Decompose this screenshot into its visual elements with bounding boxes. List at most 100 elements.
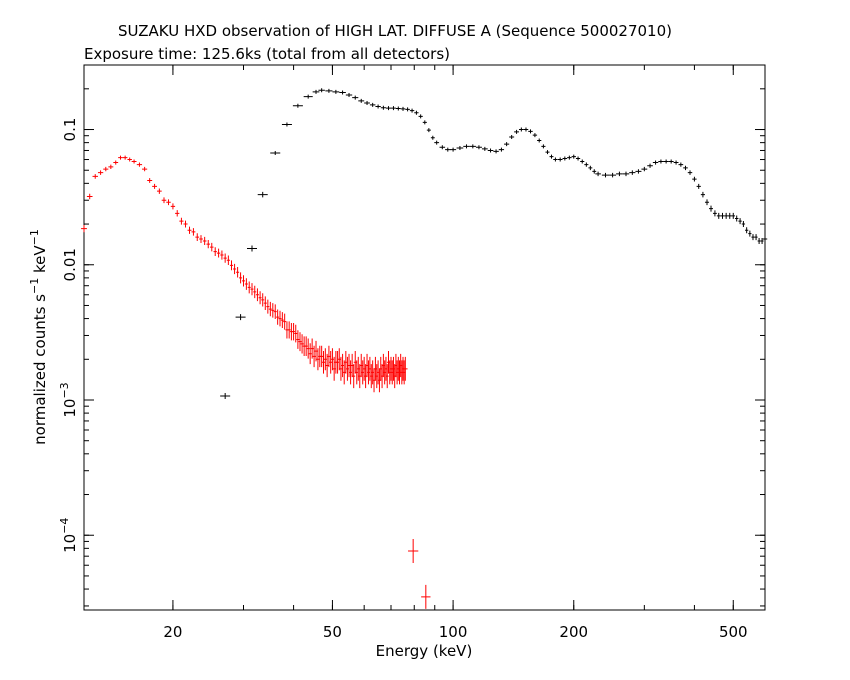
data-point — [575, 156, 581, 161]
data-point — [616, 171, 623, 177]
series-1 — [220, 88, 768, 400]
data-point — [673, 160, 679, 165]
y-tick-label: 10−3 — [58, 382, 79, 417]
data-point — [195, 233, 200, 242]
data-point — [339, 90, 346, 95]
data-point — [298, 332, 302, 352]
data-point — [687, 170, 693, 175]
data-point — [292, 103, 303, 108]
data-point — [266, 299, 270, 314]
data-point — [131, 159, 137, 164]
data-point — [325, 88, 333, 93]
data-point — [760, 237, 764, 244]
data-point — [537, 138, 542, 143]
y-axis-label: normalized counts s−1 keV−1 — [28, 229, 49, 445]
data-point — [481, 146, 488, 151]
data-point — [353, 351, 357, 374]
data-point — [588, 165, 593, 171]
data-point — [498, 147, 505, 152]
data-point — [509, 135, 515, 140]
data-point — [320, 345, 324, 368]
data-point — [253, 285, 257, 299]
data-point — [341, 353, 345, 378]
y-tick-label: 0.01 — [61, 248, 79, 281]
x-tick-label: 20 — [163, 623, 182, 641]
data-point — [641, 166, 648, 172]
data-point — [332, 356, 336, 381]
plot-frame — [83, 64, 766, 611]
data-point — [595, 171, 601, 177]
data-point — [316, 348, 320, 371]
data-point — [247, 281, 251, 294]
data-point — [635, 169, 642, 174]
data-point — [609, 172, 617, 178]
data-point — [745, 227, 749, 234]
data-point — [523, 127, 529, 132]
data-point — [364, 101, 370, 106]
data-point — [528, 129, 533, 134]
data-point — [81, 225, 87, 233]
data-point — [247, 245, 257, 252]
data-point — [735, 215, 739, 222]
data-point — [751, 234, 755, 241]
data-point — [166, 199, 171, 206]
y-tick-label-base: 0.1 — [61, 118, 79, 142]
data-point — [704, 199, 710, 206]
data-point — [434, 140, 440, 145]
data-point — [261, 293, 265, 307]
data-point — [414, 110, 419, 115]
data-point — [303, 94, 313, 99]
data-point — [345, 356, 349, 381]
data-point — [622, 171, 630, 177]
chart-subtitle: Exposure time: 125.6ks (total from all d… — [84, 45, 451, 63]
data-point — [226, 255, 230, 265]
data-point — [493, 149, 499, 154]
data-point — [136, 162, 143, 167]
data-point — [191, 228, 196, 236]
data-point — [202, 236, 207, 245]
x-tick-label: 200 — [559, 623, 588, 641]
data-point — [161, 197, 167, 204]
data-point — [229, 260, 234, 271]
data-point — [300, 334, 304, 354]
data-point — [385, 364, 389, 389]
data-point — [567, 155, 572, 160]
data-point — [142, 166, 148, 172]
data-point — [430, 135, 435, 140]
y-tick-label-base: 0.01 — [61, 248, 79, 281]
data-point — [475, 145, 482, 150]
data-point — [327, 345, 331, 368]
data-point — [347, 353, 351, 378]
data-point — [322, 351, 326, 374]
chart-title: SUZAKU HXD observation of HIGH LAT. DIFF… — [118, 22, 672, 40]
data-point — [213, 247, 217, 257]
data-point — [250, 283, 254, 296]
data-point — [352, 95, 359, 100]
data-point — [268, 301, 272, 317]
x-tick-label: 50 — [323, 623, 342, 641]
data-point — [518, 127, 524, 132]
data-point — [748, 230, 752, 237]
data-point — [445, 147, 451, 152]
data-point — [487, 148, 494, 153]
data-point — [580, 159, 585, 164]
data-point — [283, 313, 287, 330]
data-point — [281, 122, 292, 127]
data-point — [422, 120, 427, 125]
y-axis-label-sup2: −1 — [28, 229, 41, 245]
data-point — [350, 353, 354, 378]
data-point — [108, 164, 114, 169]
data-point — [278, 310, 282, 327]
data-point — [113, 160, 119, 165]
data-point — [724, 212, 728, 219]
data-point — [349, 360, 353, 385]
data-point — [549, 154, 554, 159]
data-point — [762, 236, 768, 243]
data-point — [584, 162, 589, 167]
data-point — [257, 191, 268, 198]
x-axis-label: Energy (keV) — [376, 642, 473, 660]
x-tick-label: 100 — [439, 623, 468, 641]
data-point — [325, 353, 329, 378]
data-point — [276, 309, 280, 325]
data-point — [206, 240, 211, 249]
